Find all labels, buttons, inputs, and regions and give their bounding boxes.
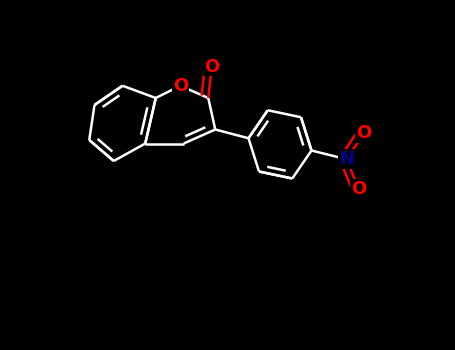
Text: O: O <box>172 77 188 95</box>
Text: O: O <box>351 180 366 198</box>
Text: N: N <box>339 150 354 168</box>
Text: O: O <box>204 57 219 76</box>
Text: O: O <box>356 124 372 142</box>
